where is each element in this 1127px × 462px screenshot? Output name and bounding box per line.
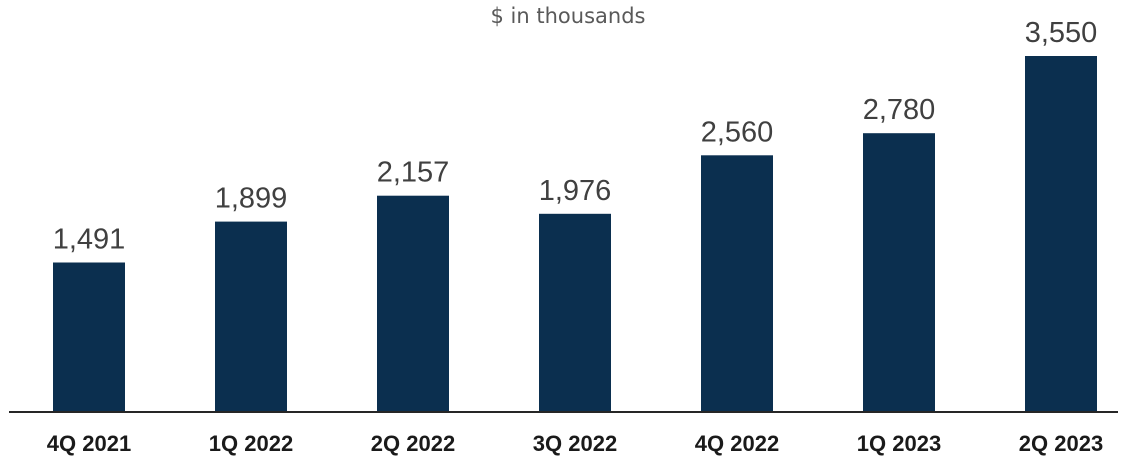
category-label: 1Q 2022	[209, 431, 293, 456]
bar-value-label: 2,780	[863, 94, 936, 126]
bar	[539, 213, 611, 412]
bar	[863, 133, 935, 412]
category-labels-group: 4Q 2021 1Q 2022 2Q 2022 3Q 2022 4Q 2022 1Q 20…	[47, 431, 1103, 456]
bars-group	[53, 56, 1097, 413]
bar	[53, 262, 125, 412]
category-label: 4Q 2021	[47, 431, 131, 456]
bar-value-label: 3,550	[1025, 17, 1098, 49]
chart-subtitle: $ in thousands	[491, 4, 646, 28]
bar	[377, 195, 449, 412]
bar-value-label: 1,976	[539, 175, 612, 207]
category-label: 4Q 2022	[695, 431, 779, 456]
category-label: 2Q 2023	[1019, 431, 1103, 456]
bar-value-label: 1,899	[215, 183, 288, 215]
bar-value-label: 2,157	[377, 157, 450, 189]
category-label: 2Q 2022	[371, 431, 455, 456]
value-labels-group: 1,491 1,899 2,157 1,976 2,560 2,780 3,550	[53, 17, 1098, 256]
bar-value-label: 2,560	[701, 116, 774, 148]
bar	[1025, 56, 1097, 412]
bar	[701, 155, 773, 413]
bar-value-label: 1,491	[53, 224, 126, 256]
category-label: 1Q 2023	[857, 431, 941, 456]
bar	[215, 221, 287, 412]
category-label: 3Q 2022	[533, 431, 617, 456]
